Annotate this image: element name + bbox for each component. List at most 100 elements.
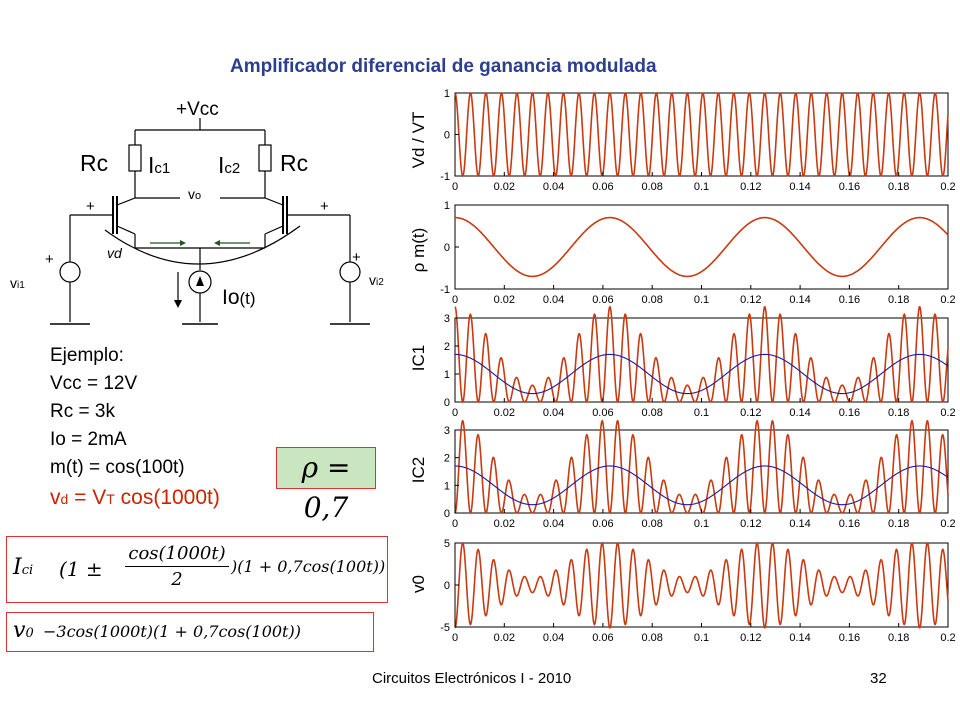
differential-amplifier-circuit [50,118,370,325]
example-heading: Ejemplo: [50,345,124,366]
x-tick-label: 0.18 [888,632,909,644]
vi2-label: vi2 [369,272,384,288]
ic-fraction: cos(1000t) 2 [125,543,229,590]
x-tick-label: 0.16 [839,181,860,193]
x-tick-label: 0.2 [940,294,955,306]
x-tick-label: 0.06 [592,407,613,419]
y-tick-label: 2 [444,453,450,465]
example-rc: Rc = 3k [50,401,115,422]
x-tick-label: 0.14 [789,407,810,419]
ic1-label: Ic1 [148,152,171,178]
x-tick-label: 0.18 [888,294,909,306]
footer-page-number: 32 [870,670,887,687]
x-tick-label: 0.1 [694,518,709,530]
vo-lhs: v [13,618,26,643]
plot5-ylabel: v0 [409,575,428,593]
y-tick-label: 2 [444,341,450,353]
slide-title: Amplificador diferencial de ganancia mod… [230,56,657,77]
x-tick-label: 0.1 [694,632,709,644]
ic-numerator: cos(1000t) [125,543,229,567]
x-tick-label: 0.2 [940,632,955,644]
x-tick-label: 0.16 [839,407,860,419]
y-tick-label: 1 [444,480,450,492]
y-tick-label: 0 [444,130,450,142]
signal-line [454,541,949,630]
x-tick-label: 0.1 [694,407,709,419]
x-tick-label: 0.02 [494,294,515,306]
y-tick-label: -1 [440,171,450,183]
x-tick-label: 0 [452,632,458,644]
envelope-line [455,465,949,506]
ic-lhs: I [13,555,22,580]
y-tick-label: 0 [444,242,450,254]
y-tick-label: 5 [444,538,450,550]
plot2-ylabel: ρ m(t) [409,227,428,273]
example-mt: m(t) = cos(100t) [50,457,185,478]
x-tick-label: 0.04 [543,294,564,306]
vo-rest: −3cos(1000t)(1 + 0,7cos(100t)) [43,622,301,641]
x-tick-label: 0.12 [740,181,761,193]
plot-frame [454,542,949,628]
vo-sub: 0 [25,626,34,641]
y-tick-label: -1 [440,284,450,296]
x-tick-label: 0.12 [740,518,761,530]
x-tick-label: 0.2 [940,181,955,193]
x-tick-label: 0 [452,181,458,193]
x-tick-label: 0.18 [888,518,909,530]
y-tick-label: 3 [444,313,450,325]
rc-left-label: Rc [80,150,109,176]
y-tick-label: -5 [440,622,450,634]
plus-left-source: + [45,251,54,268]
plot-frame [454,204,949,290]
x-tick-label: 0.06 [592,294,613,306]
x-tick-label: 0.12 [740,294,761,306]
y-tick-label: 3 [444,425,450,437]
x-tick-label: 0.08 [641,294,662,306]
x-tick-label: 0.06 [592,181,613,193]
plot4-ylabel: IC2 [409,456,428,484]
ic-sub: ci [21,563,34,578]
x-tick-label: 0.06 [592,632,613,644]
y-tick-label: 0 [444,397,450,409]
ic-equation-box: Ici (1 ± cos(1000t) 2 )(1 + 0,7cos(100t)… [6,536,388,603]
x-tick-label: 0.02 [494,407,515,419]
x-tick-label: 0.04 [543,518,564,530]
signal-line [455,216,949,278]
x-tick-label: 0.12 [740,407,761,419]
rc-right-label: Rc [280,150,309,176]
y-tick-label: 1 [444,369,450,381]
vo-equation-box: v0 −3cos(1000t)(1 + 0,7cos(100t)) [6,612,374,652]
x-tick-label: 0.08 [641,632,662,644]
x-tick-label: 0.1 [694,294,709,306]
x-tick-label: 0.08 [641,407,662,419]
x-tick-label: 0.14 [789,294,810,306]
x-tick-label: 0.14 [789,181,810,193]
envelope-line [455,353,949,395]
plus-left-transistor: + [86,198,95,215]
footer-course: Circuitos Electrónicos I - 2010 [372,670,572,687]
x-tick-label: 0.04 [543,407,564,419]
vi1-label: vi1 [10,275,25,291]
rho-equation: ρ = 0,7 [301,451,351,524]
x-tick-label: 0.2 [940,407,955,419]
y-tick-label: 0 [444,508,450,520]
example-vcc: Vcc = 12V [50,373,138,394]
x-tick-label: 0.16 [839,294,860,306]
rho-box: ρ = 0,7 [276,447,376,524]
x-tick-label: 0.08 [641,181,662,193]
ic-tail: )(1 + 0,7cos(100t)) [231,557,386,576]
x-tick-label: 0.14 [789,518,810,530]
signal-line [454,305,949,404]
x-tick-label: 0.1 [694,181,709,193]
example-io: Io = 2mA [50,429,127,450]
plot3-ylabel: IC1 [409,344,428,372]
x-tick-label: 0.18 [888,181,909,193]
y-tick-label: 1 [444,88,450,100]
plot1-ylabel: Vd / VT [409,111,428,169]
x-tick-label: 0.02 [494,518,515,530]
x-tick-label: 0.16 [839,632,860,644]
x-tick-label: 0 [452,294,458,306]
plus-right-source: + [352,249,361,266]
